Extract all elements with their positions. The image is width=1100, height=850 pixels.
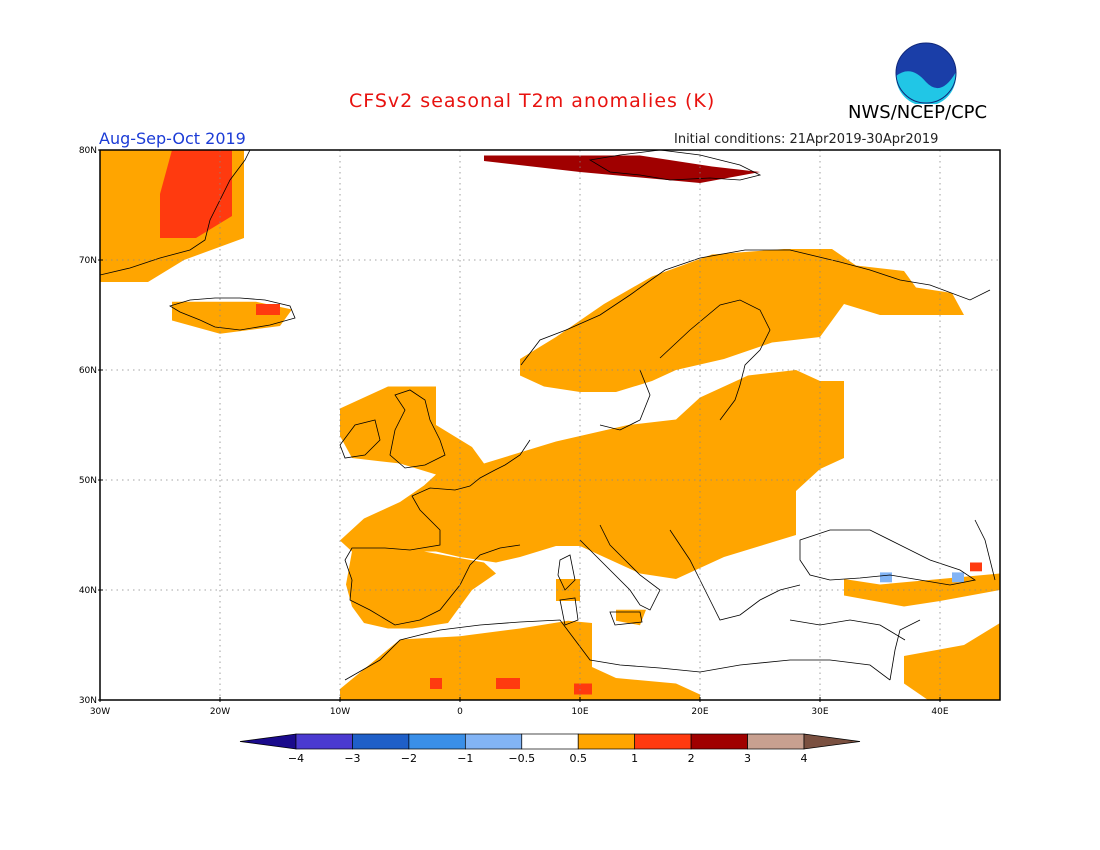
longitude-labels: 30W 20W 10W 0 10E 20E 30E 40E <box>90 697 949 717</box>
coastlines <box>100 150 996 681</box>
anomaly-region-c2 <box>256 304 280 315</box>
anomaly-region-c3 <box>484 155 760 183</box>
colorbar-bin <box>690 733 748 750</box>
anomaly-region-neg1 <box>952 572 964 583</box>
colorbar-label: 3 <box>744 752 751 765</box>
colorbar-label: 4 <box>801 752 808 765</box>
anomaly-region-c1 <box>616 609 646 626</box>
colorbar-bin <box>747 733 805 750</box>
colorbar-label: −1 <box>457 752 473 765</box>
colorbar-bin <box>408 733 466 750</box>
longitude-tick-label: 30W <box>90 707 110 717</box>
initial-conditions: Initial conditions: 21Apr2019-30Apr2019 <box>674 132 939 147</box>
longitude-tick-label: 10W <box>330 707 350 717</box>
longitude-tick-label: 30E <box>811 707 828 717</box>
colorbar-label: 2 <box>688 752 695 765</box>
latitude-labels: 80N 70N 60N 50N 40N 30N <box>79 146 103 706</box>
latitude-tick-label: 40N <box>79 586 97 596</box>
noaa-logo-icon <box>895 42 957 104</box>
latitude-tick-label: 80N <box>79 146 97 156</box>
organization-label: NWS/NCEP/CPC <box>848 102 988 123</box>
colorbar-label: −0.5 <box>508 752 535 765</box>
graticule <box>100 150 1000 700</box>
colorbar-bin <box>239 733 297 750</box>
latitude-tick-label: 50N <box>79 476 97 486</box>
anomaly-map: 80N 70N 60N 50N 40N 30N 30W 20W 10W 0 10E 20E 30E 40… <box>79 146 1001 717</box>
colorbar-bin <box>803 733 861 750</box>
colorbar-label: 0.5 <box>569 752 587 765</box>
anomaly-region-c1 <box>904 623 1000 700</box>
longitude-tick-label: 0 <box>457 707 463 717</box>
colorbar-bin <box>352 733 410 750</box>
colorbar-bin <box>295 733 353 750</box>
map-background <box>100 150 1000 700</box>
anomaly-region-c1 <box>520 249 964 392</box>
forecast-period: Aug-Sep-Oct 2019 <box>99 129 246 148</box>
colorbar-bin <box>521 733 579 750</box>
colorbar-bin <box>634 733 692 750</box>
latitude-tick-label: 70N <box>79 256 97 266</box>
longitude-tick-label: 10E <box>571 707 588 717</box>
anomaly-region-c2 <box>574 683 592 695</box>
colorbar-bin <box>577 733 636 750</box>
longitude-tick-label: 20W <box>210 707 230 717</box>
longitude-tick-label: 20E <box>691 707 708 717</box>
anomaly-region-neg1 <box>880 572 892 583</box>
anomaly-region-c2 <box>970 562 982 572</box>
anomaly-regions <box>100 150 1000 700</box>
anomaly-region-c1 <box>340 370 844 579</box>
anomaly-region-c1 <box>346 551 496 629</box>
chart-title: CFSv2 seasonal T2m anomalies (K) <box>349 90 716 112</box>
colorbar-bin <box>464 733 523 750</box>
longitude-tick-label: 40E <box>931 707 948 717</box>
anomaly-region-c2 <box>496 678 520 689</box>
colorbar-label: −3 <box>344 752 360 765</box>
anomaly-region-c2 <box>160 150 232 238</box>
anomaly-region-c2 <box>430 678 442 689</box>
latitude-tick-label: 30N <box>79 696 97 706</box>
map-frame <box>99 149 1001 701</box>
colorbar-label: 1 <box>631 752 638 765</box>
latitude-tick-label: 60N <box>79 366 97 376</box>
colorbar-label: −4 <box>288 752 304 765</box>
colorbar-label: −2 <box>401 752 417 765</box>
